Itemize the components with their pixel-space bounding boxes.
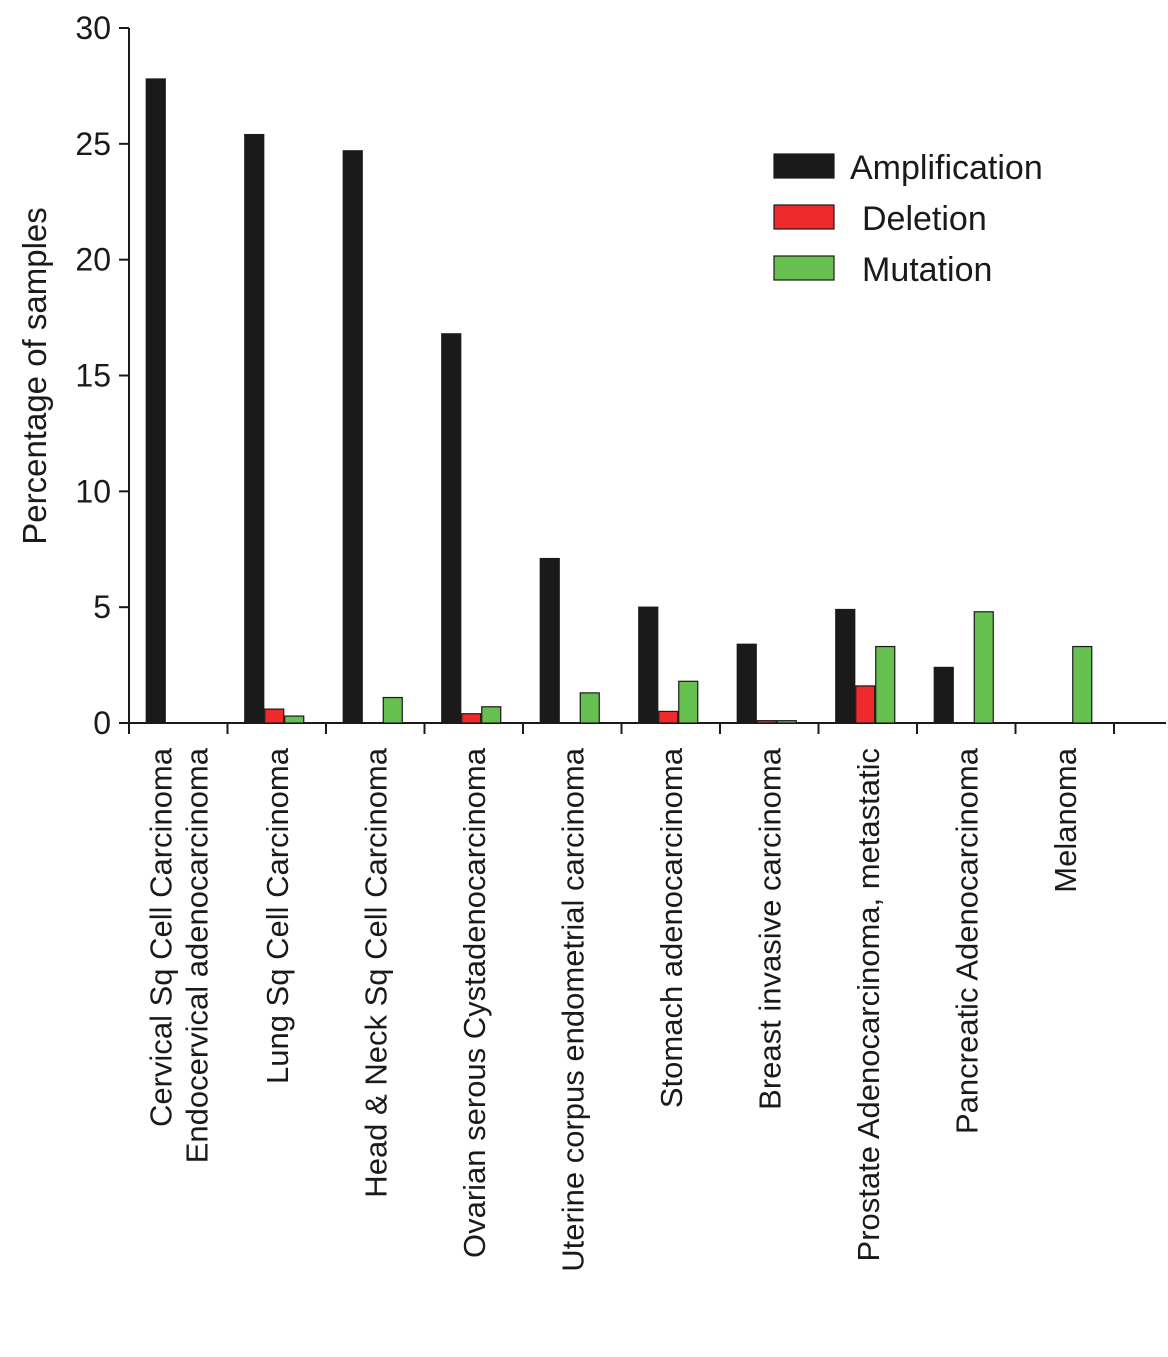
- bar-amplification: [145, 78, 166, 724]
- legend-swatch-amplification: [773, 153, 835, 179]
- bar-amplification: [342, 150, 363, 724]
- bar-mutation: [284, 715, 305, 724]
- x-category-label: Melanoma: [1048, 747, 1083, 892]
- bar-mutation: [776, 720, 797, 724]
- y-tick-label: 0: [93, 705, 111, 741]
- x-category-label: Uterine corpus endometrial carcinoma: [555, 747, 590, 1272]
- bar-mutation: [579, 692, 600, 724]
- y-tick-label: 10: [75, 473, 111, 509]
- bar-amplification: [736, 643, 757, 724]
- x-category-label: Stomach adenocarcinoma: [654, 747, 689, 1108]
- bar-amplification: [539, 557, 560, 724]
- bar-amplification: [933, 666, 954, 724]
- bar-deletion: [658, 710, 679, 724]
- x-category-label: Ovarian serous Cystadenocarcinoma: [457, 747, 492, 1258]
- bar-amplification: [441, 333, 462, 724]
- bar-mutation: [875, 645, 896, 724]
- x-category-label: Endocervical adenocarcinoma: [179, 747, 214, 1163]
- bar-deletion: [756, 720, 777, 724]
- bar-mutation: [1072, 645, 1093, 724]
- y-tick-label: 20: [75, 242, 111, 278]
- legend-label-deletion: Deletion: [862, 200, 987, 238]
- x-category-label: Lung Sq Cell Carcinoma: [260, 747, 295, 1084]
- y-tick-label: 25: [75, 126, 111, 162]
- x-category-label: Cervical Sq Cell Carcinoma: [143, 747, 178, 1127]
- x-category-label: Prostate Adenocarcinoma, metastatic: [851, 748, 886, 1261]
- y-tick-label: 5: [93, 589, 111, 625]
- bars: [145, 78, 1093, 724]
- bar-amplification: [638, 606, 659, 724]
- x-category-label: Breast invasive carcinoma: [752, 747, 787, 1110]
- bar-amplification: [835, 608, 856, 724]
- legend-swatch-deletion: [773, 204, 835, 230]
- bar-mutation: [481, 706, 502, 724]
- x-axis: Cervical Sq Cell Carcinoma Endocervical a…: [128, 722, 1166, 1272]
- bar-deletion: [264, 708, 285, 724]
- bar-deletion: [855, 685, 876, 724]
- y-tick-label: 15: [75, 358, 111, 394]
- legend: Amplification Deletion Mutation: [773, 149, 1043, 289]
- legend-label-amplification: Amplification: [850, 149, 1043, 187]
- y-tick-label: 30: [75, 10, 111, 46]
- bar-mutation: [973, 611, 994, 724]
- bar-deletion: [461, 713, 482, 724]
- bar-mutation: [678, 680, 699, 724]
- bar-amplification: [244, 133, 265, 724]
- bar-mutation: [382, 696, 403, 724]
- y-axis: 0 5 10 15 20 25 30: [75, 10, 130, 741]
- x-category-label: Head & Neck Sq Cell Carcinoma: [358, 747, 393, 1197]
- legend-swatch-mutation: [773, 255, 835, 281]
- y-axis-title: Percentage of samples: [16, 207, 53, 545]
- x-category-label: Pancreatic Adenocarcinoma: [949, 747, 984, 1134]
- legend-label-mutation: Mutation: [862, 251, 992, 289]
